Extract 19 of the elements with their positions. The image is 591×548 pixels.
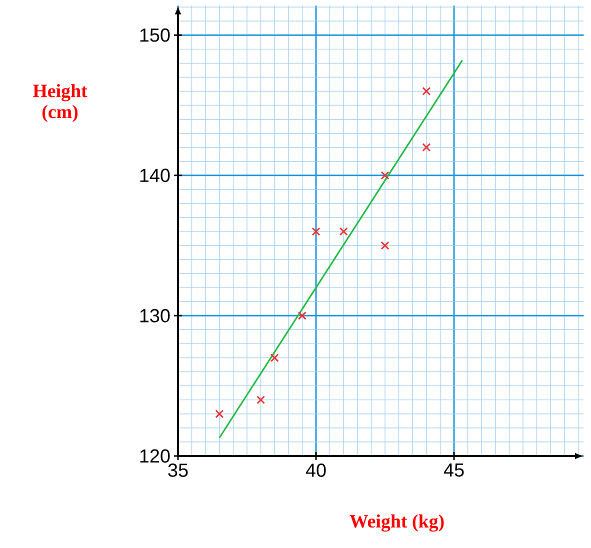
point bbox=[215, 410, 224, 418]
point bbox=[312, 227, 320, 236]
x-tick-label: 45 bbox=[444, 464, 464, 477]
y-axis-title: Height (cm) bbox=[32, 84, 88, 122]
x-axis-title: Weight (kg) bbox=[350, 514, 444, 532]
point bbox=[270, 354, 279, 362]
y-tick-label: 120 bbox=[140, 449, 170, 463]
point bbox=[298, 311, 306, 320]
y-tick-label: 140 bbox=[140, 168, 170, 182]
point bbox=[339, 227, 348, 236]
point bbox=[380, 171, 390, 180]
y-tick-label: 150 bbox=[140, 28, 170, 42]
point bbox=[256, 396, 266, 404]
y-tick-label: 130 bbox=[140, 308, 170, 322]
point bbox=[422, 143, 431, 152]
point bbox=[380, 241, 390, 250]
point bbox=[422, 86, 431, 96]
x-tick-label: 40 bbox=[306, 464, 326, 477]
x-tick-label: 35 bbox=[168, 464, 188, 477]
